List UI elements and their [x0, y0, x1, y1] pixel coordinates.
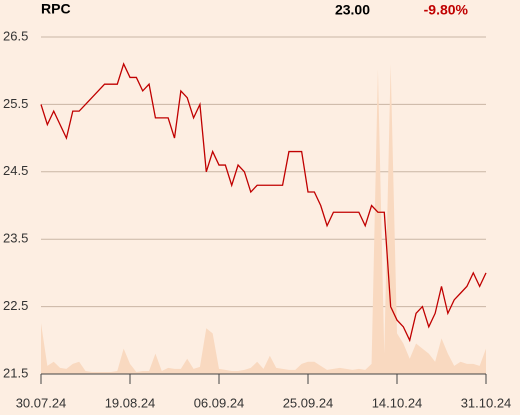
y-tick-label: 26.5 — [3, 28, 28, 43]
x-tick-label: 06.09.24 — [194, 395, 245, 410]
x-tick-label: 31.10.24 — [461, 395, 512, 410]
change: -9.80% — [424, 2, 469, 18]
price-line — [40, 62, 487, 343]
x-tick-label: 30.07.24 — [16, 395, 67, 410]
last-price: 23.00 — [335, 2, 370, 18]
x-tick-label: 25.09.24 — [283, 395, 334, 410]
x-tick-label: 14.10.24 — [372, 395, 423, 410]
y-tick-label: 22.5 — [3, 298, 28, 313]
y-tick-label: 25.5 — [3, 96, 28, 111]
volume-area — [41, 64, 486, 374]
y-tick-label: 23.5 — [3, 231, 28, 246]
ticker: RPC — [41, 1, 71, 17]
y-tick-label: 24.5 — [3, 163, 28, 178]
x-tick-label: 19.08.24 — [105, 395, 156, 410]
y-tick-label: 21.5 — [3, 365, 28, 380]
